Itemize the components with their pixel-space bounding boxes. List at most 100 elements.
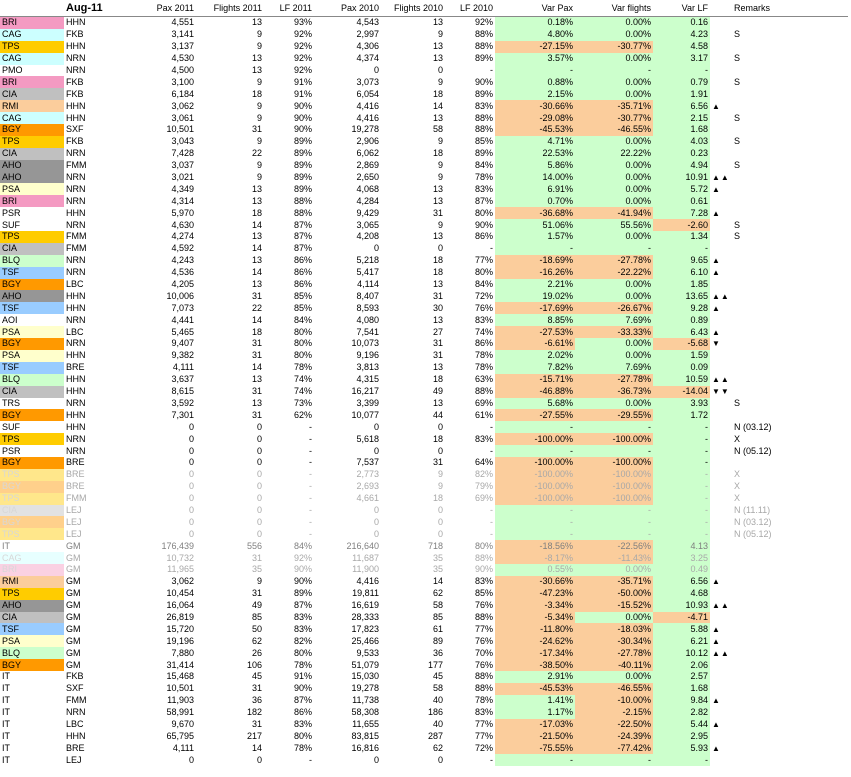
pax-2010-cell[interactable]: 3,073 xyxy=(356,76,379,87)
remarks-cell[interactable]: X xyxy=(734,433,741,444)
var-pax-cell[interactable]: -18.69% xyxy=(495,254,575,267)
pax-2011-cell[interactable]: 10,732 xyxy=(166,552,194,563)
lf-2010-cell[interactable]: 76% xyxy=(474,302,493,313)
remarks-cell[interactable]: S xyxy=(734,231,741,242)
lf-2010-cell[interactable]: 70% xyxy=(474,647,493,658)
remarks-cell[interactable] xyxy=(732,576,848,588)
var-lf-cell[interactable]: - xyxy=(653,242,710,255)
airport-code-cell[interactable]: BGY xyxy=(0,456,64,469)
airport-code-cell[interactable]: CIA xyxy=(0,611,64,624)
pax-2010-cell[interactable]: 4,068 xyxy=(356,183,379,194)
var-flights-cell[interactable]: 0.00% xyxy=(575,183,653,196)
pax-2010-cell[interactable]: 4,374 xyxy=(356,53,379,64)
var-lf-cell[interactable]: 2.15 xyxy=(653,112,710,125)
lf-2010-cell[interactable]: 84% xyxy=(474,160,493,171)
var-pax-cell[interactable]: 4.71% xyxy=(495,135,575,148)
remarks-cell[interactable] xyxy=(732,17,848,29)
var-lf-cell[interactable]: 0.16 xyxy=(653,16,710,29)
destination-cell[interactable]: NRN xyxy=(66,183,86,194)
var-flights-cell[interactable]: -46.55% xyxy=(575,682,653,695)
var-flights-cell[interactable]: - xyxy=(575,421,653,434)
var-lf-cell[interactable]: 6.56 xyxy=(653,575,710,588)
lf-2011-cell[interactable]: - xyxy=(309,481,312,492)
trend-arrow-icon[interactable] xyxy=(710,612,732,624)
lf-2011-cell[interactable]: - xyxy=(309,433,312,444)
pax-2010-cell[interactable]: 17,823 xyxy=(351,623,379,634)
var-pax-cell[interactable]: 1.17% xyxy=(495,706,575,719)
flights-2010-cell[interactable]: 36 xyxy=(432,647,443,658)
var-flights-cell[interactable]: - xyxy=(575,528,653,541)
lf-2011-cell[interactable]: 80% xyxy=(293,730,312,741)
trend-arrow-icon[interactable] xyxy=(710,41,732,53)
pax-2010-cell[interactable]: 4,416 xyxy=(356,112,379,123)
pax-2010-cell[interactable]: 216,640 xyxy=(346,540,379,551)
flights-2011-cell[interactable]: 13 xyxy=(251,65,262,75)
var-lf-cell[interactable]: 1.34 xyxy=(653,231,710,243)
lf-2011-cell[interactable]: 90% xyxy=(293,564,312,575)
remarks-cell[interactable] xyxy=(732,612,848,624)
airport-code-cell[interactable]: TSF xyxy=(0,266,64,279)
var-lf-cell[interactable]: 2.95 xyxy=(653,730,710,743)
var-lf-cell[interactable]: 6.10 xyxy=(653,266,710,279)
trend-arrow-icon[interactable] xyxy=(710,231,732,243)
airport-code-cell[interactable]: TPS xyxy=(0,528,64,541)
trend-arrow-icon[interactable]: ▼ xyxy=(712,339,721,349)
destination-cell[interactable]: GM xyxy=(66,659,81,670)
var-lf-cell[interactable]: 9.84 xyxy=(653,694,710,707)
destination-cell[interactable]: HHN xyxy=(66,421,86,432)
pax-2010-cell[interactable]: 0 xyxy=(373,65,379,75)
var-flights-cell[interactable]: - xyxy=(575,516,653,529)
lf-2010-cell[interactable]: 69% xyxy=(474,397,493,408)
lf-2011-cell[interactable]: 83% xyxy=(293,611,312,622)
airport-code-cell[interactable]: PSA xyxy=(0,635,64,648)
airport-code-cell[interactable]: BGY xyxy=(0,480,64,493)
var-lf-cell[interactable]: 4.94 xyxy=(653,159,710,172)
lf-2010-cell[interactable]: 88% xyxy=(474,386,493,397)
remarks-cell[interactable]: S xyxy=(734,219,741,230)
lf-2010-cell[interactable]: 78% xyxy=(474,172,493,183)
flights-2011-cell[interactable]: 9 xyxy=(256,576,262,587)
lf-2010-cell[interactable]: 80% xyxy=(474,540,493,551)
pax-2011-cell[interactable]: 3,062 xyxy=(171,576,194,587)
lf-2011-cell[interactable]: - xyxy=(309,421,312,432)
var-lf-cell[interactable]: 5.93 xyxy=(653,742,710,755)
var-pax-cell[interactable]: 14.00% xyxy=(495,171,575,184)
flights-2011-cell[interactable]: 9 xyxy=(256,76,262,87)
var-flights-cell[interactable]: -22.50% xyxy=(575,718,653,731)
var-pax-cell[interactable]: - xyxy=(495,421,575,434)
flights-2010-cell[interactable]: 0 xyxy=(437,516,443,527)
var-pax-cell[interactable]: 51.06% xyxy=(495,219,575,232)
var-flights-cell[interactable]: - xyxy=(575,754,653,767)
var-flights-cell[interactable]: -29.55% xyxy=(575,409,653,422)
destination-cell[interactable]: FKB xyxy=(66,29,84,40)
flights-2010-cell[interactable]: 44 xyxy=(432,409,443,420)
pax-2011-cell[interactable]: 3,021 xyxy=(171,172,194,183)
lf-2011-cell[interactable]: 92% xyxy=(293,65,312,75)
lf-2011-cell[interactable]: 86% xyxy=(293,707,312,718)
trend-arrow-icon[interactable]: ▲ xyxy=(712,636,721,646)
airport-code-cell[interactable]: CIA xyxy=(0,88,64,101)
flights-2010-cell[interactable]: 31 xyxy=(432,457,443,468)
destination-cell[interactable]: FKB xyxy=(66,76,84,87)
destination-cell[interactable]: FMM xyxy=(66,243,87,254)
lf-2011-cell[interactable]: 91% xyxy=(293,671,312,682)
pax-2011-cell[interactable]: 4,205 xyxy=(171,279,194,290)
remarks-cell[interactable] xyxy=(732,659,848,671)
var-flights-cell[interactable]: 0.00% xyxy=(575,159,653,172)
flights-2010-cell[interactable]: 14 xyxy=(432,100,443,111)
pax-2011-cell[interactable]: 3,141 xyxy=(171,29,194,40)
pax-2011-cell[interactable]: 4,441 xyxy=(171,314,194,325)
remarks-cell[interactable] xyxy=(732,279,848,291)
lf-2010-cell[interactable]: 79% xyxy=(474,481,493,492)
pax-2011-cell[interactable]: 3,637 xyxy=(171,374,194,385)
remarks-cell[interactable] xyxy=(732,255,848,267)
var-flights-cell[interactable]: 0.00% xyxy=(575,611,653,624)
var-pax-cell[interactable]: 2.02% xyxy=(495,349,575,362)
destination-cell[interactable]: HHN xyxy=(66,302,86,313)
lf-2011-cell[interactable]: 89% xyxy=(293,588,312,599)
col-header[interactable]: Pax 2010 xyxy=(314,0,381,17)
flights-2011-cell[interactable]: 36 xyxy=(251,695,262,706)
flights-2011-cell[interactable]: 13 xyxy=(251,255,262,266)
flights-2010-cell[interactable]: 13 xyxy=(432,41,443,52)
flights-2011-cell[interactable]: 13 xyxy=(251,397,262,408)
